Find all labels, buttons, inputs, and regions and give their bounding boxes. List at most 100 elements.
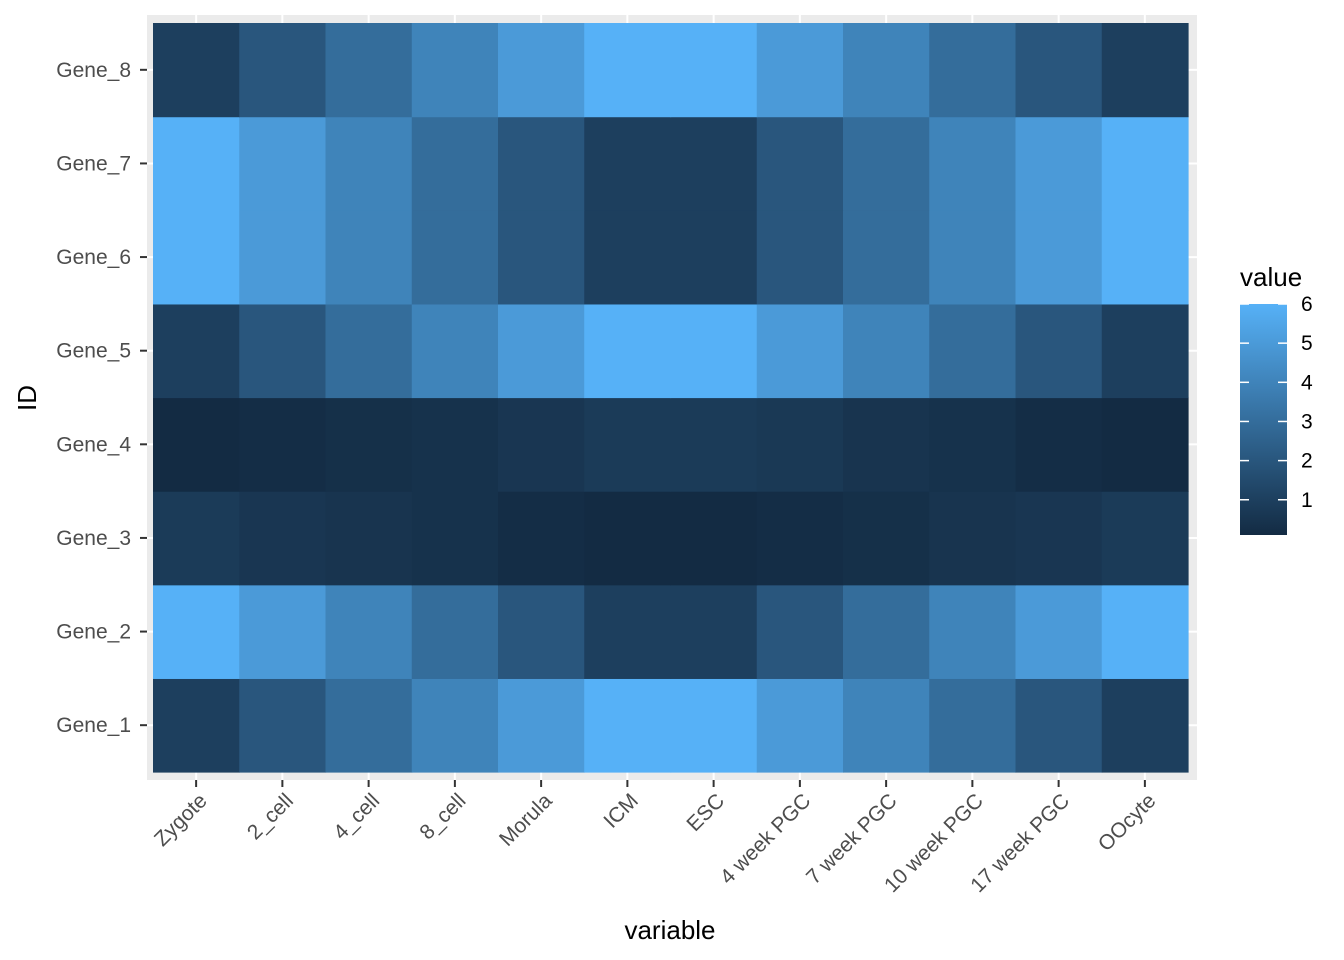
heatmap-cell xyxy=(756,23,844,118)
heatmap-cell xyxy=(843,678,930,773)
heatmap-cell xyxy=(584,210,672,305)
y-tick-label: Gene_2 xyxy=(56,621,131,644)
y-axis-title: ID xyxy=(12,385,42,411)
x-tick-label: Zygote xyxy=(150,789,212,851)
legend-tick-label: 2 xyxy=(1301,450,1313,473)
heatmap-cell xyxy=(1101,23,1189,118)
x-tick-label: Morula xyxy=(495,789,557,851)
x-tick-label: ICM xyxy=(599,789,642,832)
heatmap-cell xyxy=(584,678,672,773)
heatmap-cell xyxy=(843,491,930,586)
heatmap-cell xyxy=(929,584,1017,679)
heatmap-cell xyxy=(153,210,240,305)
heatmap-cell xyxy=(153,397,240,492)
heatmap-cell xyxy=(411,678,499,773)
heatmap-cell xyxy=(584,397,672,492)
heatmap-cell xyxy=(325,303,413,399)
heatmap-cell xyxy=(153,303,240,399)
heatmap-cell xyxy=(756,491,844,586)
heatmap-cell xyxy=(670,584,758,679)
heatmap-cell xyxy=(843,584,930,679)
heatmap-cell xyxy=(153,23,240,118)
heatmap-cell xyxy=(929,116,1017,211)
x-axis-title: variable xyxy=(624,915,715,945)
heatmap-cell xyxy=(498,116,585,211)
x-tick-label: 4_cell xyxy=(329,789,384,844)
heatmap-cell xyxy=(1101,678,1189,773)
legend-tick-label: 3 xyxy=(1301,410,1313,433)
legend-ticks: 1 2 3 4 5 6 xyxy=(1240,293,1313,512)
legend-tick-label: 4 xyxy=(1301,371,1313,394)
heatmap-cell xyxy=(239,397,327,492)
heatmap-cell xyxy=(325,397,413,492)
x-tick-label: OOcyte xyxy=(1094,789,1161,856)
heatmap-cell xyxy=(670,491,758,586)
heatmap-cell xyxy=(843,210,930,305)
heatmap-cell xyxy=(325,116,413,211)
heatmap-cell xyxy=(1101,210,1189,305)
heatmap-cell xyxy=(498,303,585,399)
x-tick-label: 4 week PGC xyxy=(716,789,816,889)
heatmap-cell xyxy=(670,397,758,492)
heatmap-cell xyxy=(756,210,844,305)
y-tick-label: Gene_3 xyxy=(56,527,131,550)
heatmap-cell xyxy=(411,491,499,586)
heatmap-cell xyxy=(584,303,672,399)
heatmap-cell xyxy=(1015,116,1103,211)
heatmap-cell xyxy=(929,491,1017,586)
heatmap-cell xyxy=(1015,23,1103,118)
x-tick-label: 8_cell xyxy=(415,789,470,844)
heatmap-cell xyxy=(498,584,585,679)
heatmap-cell xyxy=(239,116,327,211)
heatmap-cell xyxy=(498,491,585,586)
heatmap-cell xyxy=(1015,397,1103,492)
heatmap-cell xyxy=(239,491,327,586)
heatmap-cell xyxy=(498,23,585,118)
y-tick-label: Gene_5 xyxy=(56,340,131,363)
heatmap-cell xyxy=(1015,491,1103,586)
heatmap-cell xyxy=(1015,584,1103,679)
heatmap-cell xyxy=(929,303,1017,399)
heatmap-cell xyxy=(843,303,930,399)
heatmap-cell xyxy=(843,23,930,118)
heatmap-cell xyxy=(153,116,240,211)
heatmap-cell xyxy=(670,303,758,399)
y-tick-label: Gene_4 xyxy=(56,433,131,456)
heatmap-cell xyxy=(670,116,758,211)
heatmap-cell xyxy=(843,116,930,211)
heatmap-cell xyxy=(929,210,1017,305)
heatmap-cell xyxy=(670,210,758,305)
heatmap-cell xyxy=(929,23,1017,118)
y-axis: Gene_1 Gene_2 Gene_3 Gene_4 Gene_5 Gene_6 Gene… xyxy=(56,59,147,737)
heatmap-cell xyxy=(756,397,844,492)
heatmap-cell xyxy=(929,397,1017,492)
y-tick-label: Gene_6 xyxy=(56,246,131,269)
heatmap-cell xyxy=(1101,397,1189,492)
heatmap-cell xyxy=(239,584,327,679)
heatmap-cell xyxy=(1015,678,1103,773)
heatmap-cell xyxy=(498,397,585,492)
heatmap-cell xyxy=(1101,491,1189,586)
heatmap-cell xyxy=(325,678,413,773)
heatmap-cell xyxy=(239,303,327,399)
heatmap-cell xyxy=(239,678,327,773)
heatmap-cell xyxy=(756,584,844,679)
heatmap-cell xyxy=(843,397,930,492)
legend: value 1 2 3 4 5 6 xyxy=(1240,262,1313,535)
x-tick-label: 2_cell xyxy=(243,789,298,844)
heatmap-cell xyxy=(325,210,413,305)
heatmap-cell xyxy=(153,491,240,586)
heatmap-cell xyxy=(756,303,844,399)
heatmap-cell xyxy=(411,210,499,305)
heatmap-cell xyxy=(1015,303,1103,399)
heatmap-cell xyxy=(584,584,672,679)
heatmap-cell xyxy=(584,116,672,211)
heatmap-cell xyxy=(411,23,499,118)
heatmap-cell xyxy=(1101,303,1189,399)
heatmap-cell xyxy=(325,491,413,586)
heatmap-cell xyxy=(153,678,240,773)
heatmap-cell xyxy=(411,116,499,211)
y-tick-label: Gene_1 xyxy=(56,714,131,737)
